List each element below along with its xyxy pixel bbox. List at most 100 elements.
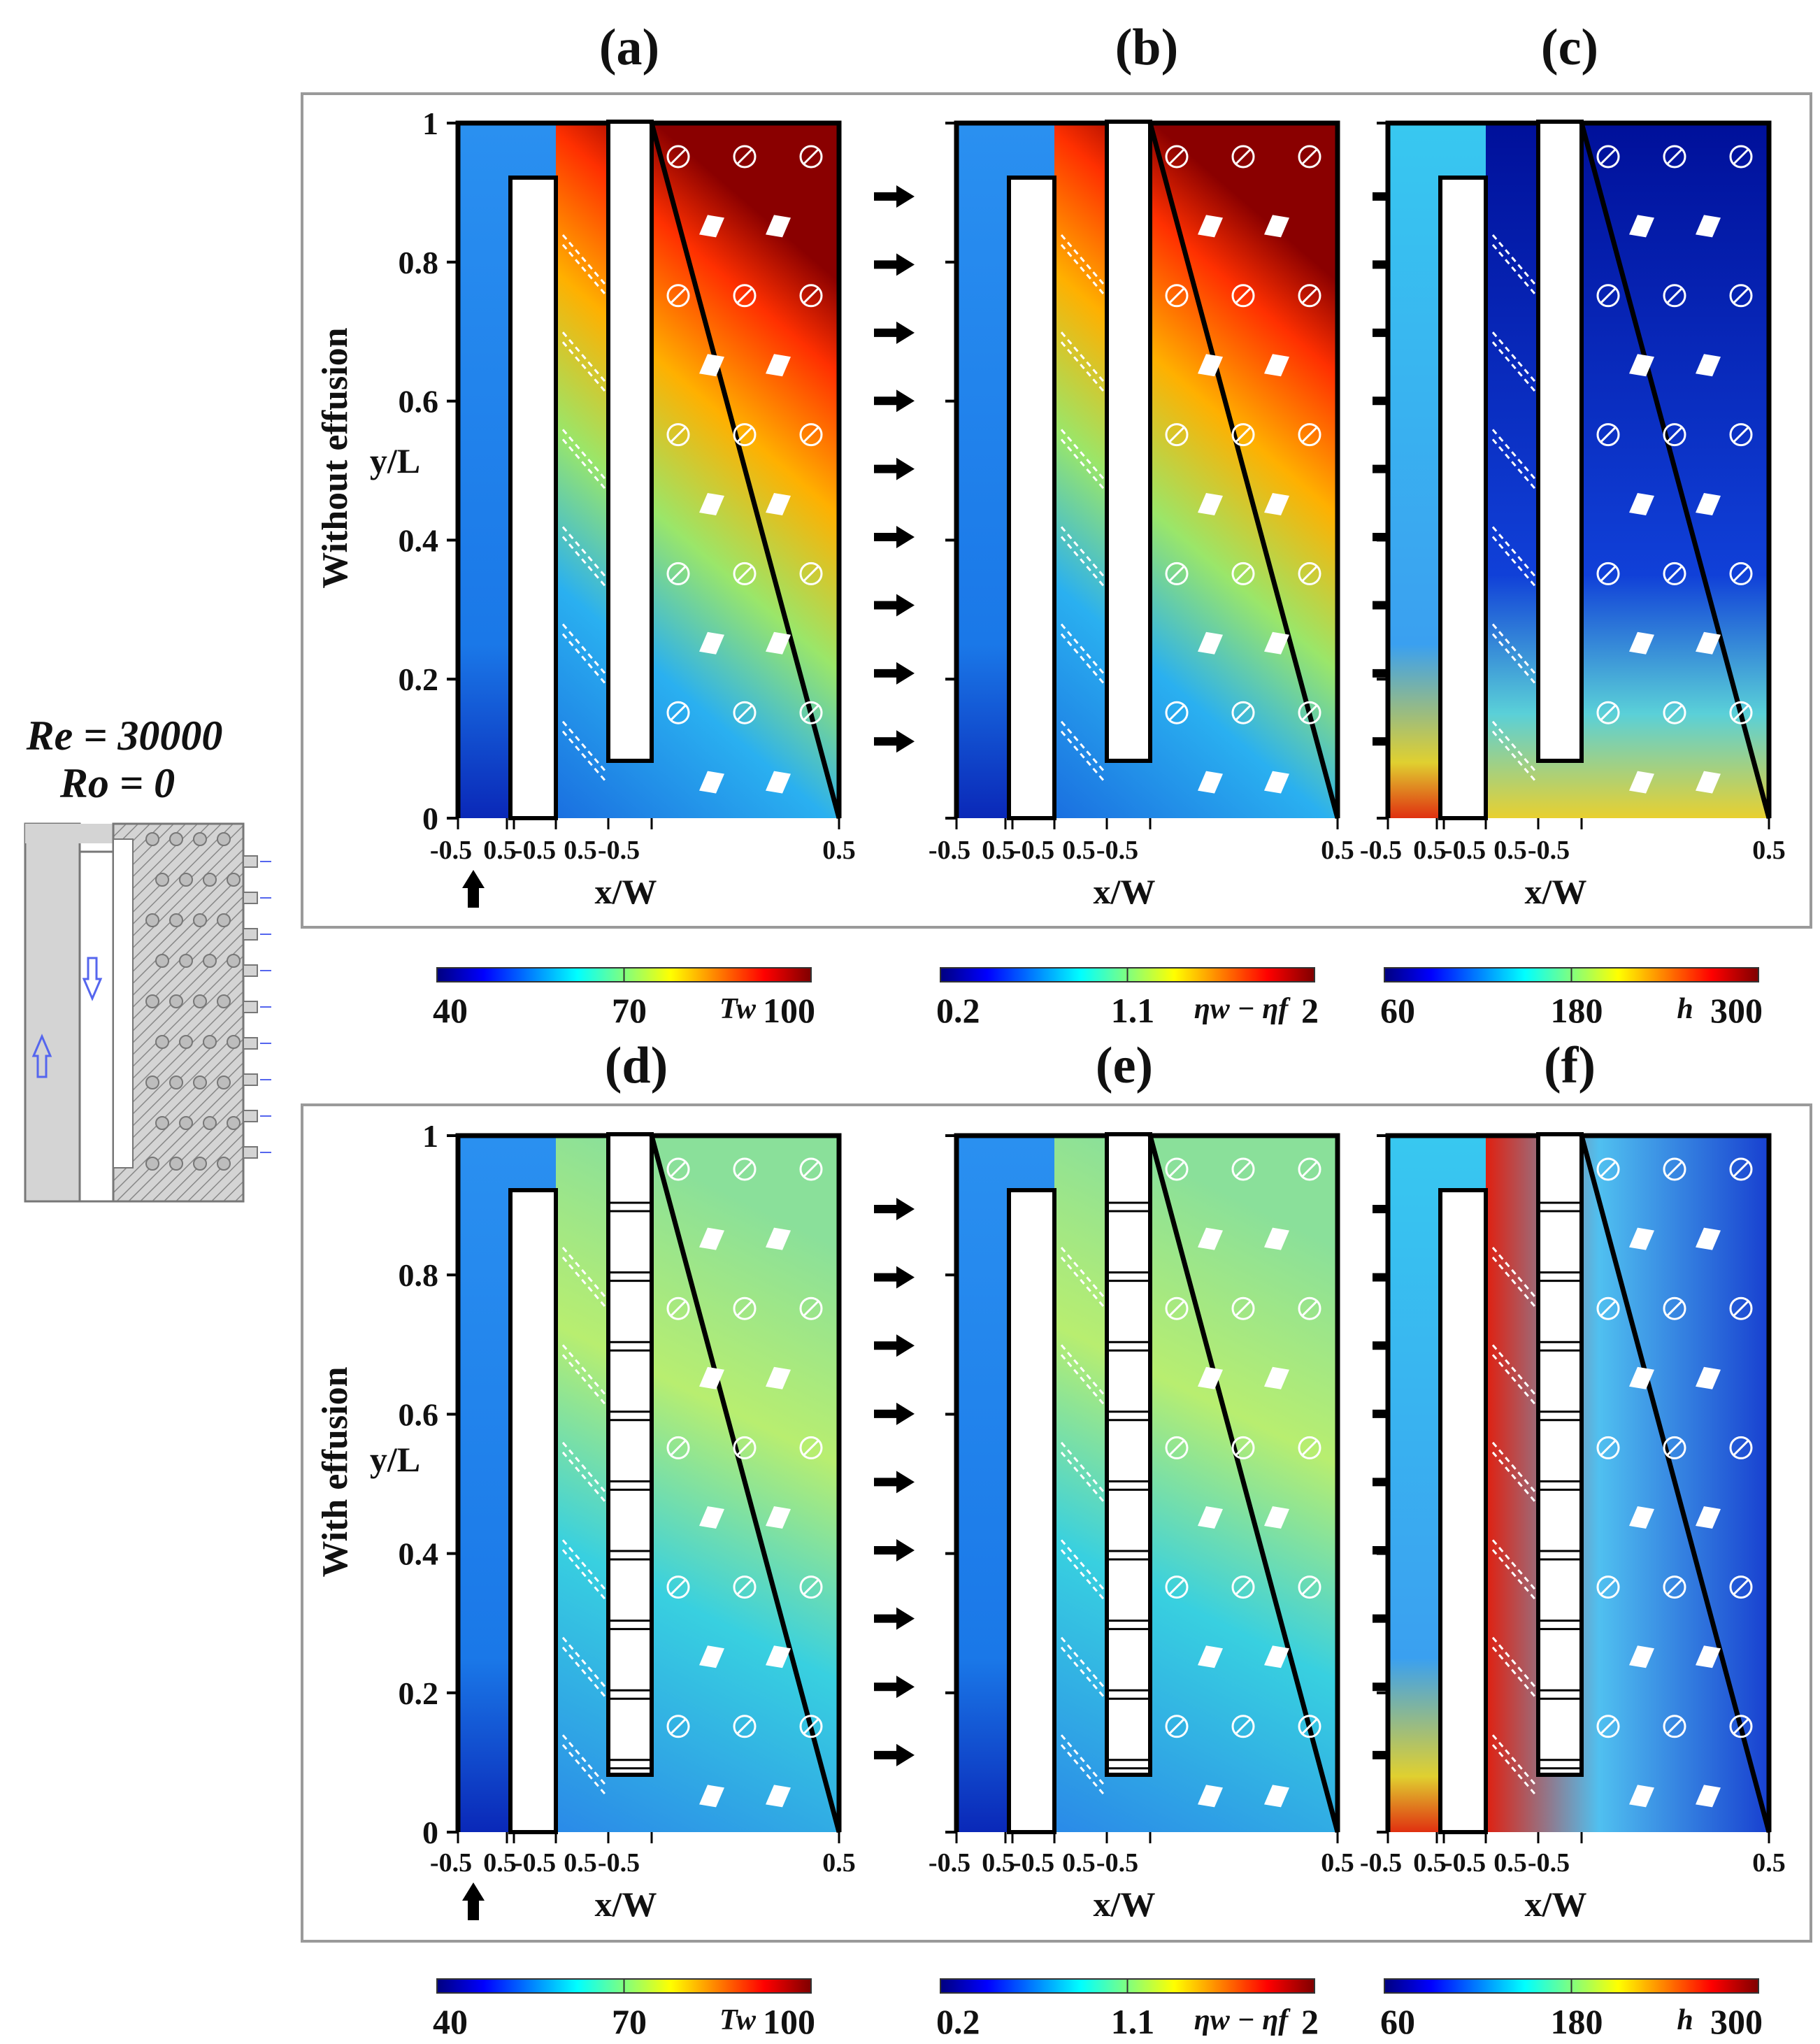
divider-wall bbox=[1007, 1188, 1056, 1834]
rib-line bbox=[1060, 536, 1105, 587]
pin-fin-icon bbox=[1168, 287, 1185, 303]
pin-fin bbox=[766, 215, 791, 238]
rib-line bbox=[1060, 429, 1105, 480]
pin-fin-icon bbox=[1301, 427, 1318, 443]
y-axis-label: y/L bbox=[370, 441, 420, 480]
schematic-pin bbox=[145, 1157, 159, 1171]
pin-fin-icon bbox=[1666, 148, 1683, 165]
schematic-pin bbox=[169, 832, 183, 846]
y-tick-label: 1 bbox=[422, 106, 438, 141]
pin-fin-icon bbox=[733, 423, 757, 447]
pin-fin-icon bbox=[1729, 1157, 1753, 1181]
colorbar-max: 300 bbox=[1710, 2002, 1763, 2041]
colorbar-eta: 0.2 1.1 ηw − ηf 2 bbox=[936, 967, 1319, 1030]
contour-field bbox=[1054, 1136, 1338, 1832]
row-frame-top bbox=[301, 92, 1812, 929]
divider-wall bbox=[1438, 176, 1488, 820]
x-tick-label: 0.5 bbox=[483, 1848, 517, 1878]
panel-title-e: (e) bbox=[1096, 1037, 1153, 1094]
rib-line bbox=[1060, 1646, 1105, 1697]
pin-fin-icon bbox=[1600, 1161, 1617, 1178]
pin-fin-icon bbox=[1600, 287, 1617, 303]
panel-title-f: (f) bbox=[1544, 1037, 1596, 1094]
pin-fin-icon bbox=[1663, 145, 1686, 169]
rib-line bbox=[561, 1646, 606, 1697]
pin-fin-icon bbox=[1165, 145, 1189, 169]
pin-fin-icon bbox=[1165, 701, 1189, 724]
colorbar-mid: 180 bbox=[1551, 2002, 1603, 2041]
pin-fin-icon bbox=[736, 1579, 753, 1595]
separator-slot bbox=[1105, 120, 1152, 763]
pin-fin bbox=[1696, 1506, 1721, 1529]
colorbar-symbol: Tw bbox=[719, 2004, 757, 2036]
pin-fin bbox=[766, 1506, 791, 1529]
rib-line bbox=[561, 720, 606, 771]
rotation-number: Ro = 0 bbox=[59, 760, 175, 806]
pin-fin bbox=[766, 1785, 791, 1808]
pin-fin-icon bbox=[1235, 1718, 1252, 1734]
rib-line bbox=[1491, 720, 1536, 771]
rib-line bbox=[1060, 234, 1105, 285]
pin-fin-icon bbox=[1298, 423, 1321, 447]
panel-title-d: (d) bbox=[605, 1037, 668, 1094]
rib-line bbox=[1491, 526, 1536, 577]
pin-fin-icon bbox=[1666, 1301, 1683, 1317]
x-axis-label: x/W bbox=[1094, 872, 1156, 911]
rib-line bbox=[1060, 1257, 1105, 1307]
pin-fin-icon bbox=[1729, 1436, 1753, 1459]
schematic-pin bbox=[179, 1035, 193, 1049]
schematic-pin bbox=[179, 954, 193, 968]
rib-line bbox=[561, 1354, 606, 1405]
schematic-pin bbox=[203, 954, 217, 968]
pin-fin-icon bbox=[799, 1436, 823, 1459]
pin-fin-icon bbox=[666, 284, 690, 308]
pin-fin-icon bbox=[670, 1579, 687, 1595]
rib-line bbox=[1060, 526, 1105, 577]
heatmap-panel-d: 00.20.40.60.81y/L-0.5 0.5-0.5 0.5 -0.5 0.5x/… bbox=[370, 1118, 915, 1924]
x-tick-label: -0.5 bbox=[514, 836, 556, 865]
schematic-pin bbox=[193, 1075, 207, 1089]
row-label-with-effusion: With effusion bbox=[315, 1366, 355, 1577]
schematic-outlet bbox=[243, 928, 258, 941]
pin-fin-icon bbox=[733, 1715, 757, 1738]
pin-fin bbox=[1198, 1785, 1223, 1808]
schematic-pin bbox=[227, 1035, 241, 1049]
x-axis-label: x/W bbox=[1525, 1885, 1587, 1924]
x-tick-label: 0.5 bbox=[1321, 1848, 1354, 1878]
outflow-arrow-icon bbox=[874, 1743, 915, 1766]
rib-line bbox=[561, 1247, 606, 1297]
pin-fin-icon bbox=[1301, 566, 1318, 582]
pin-fin-icon bbox=[1301, 1579, 1318, 1595]
rib-line bbox=[1491, 1734, 1536, 1785]
rib-line bbox=[561, 1441, 606, 1492]
x-tick-label: -0.5 bbox=[1096, 1848, 1138, 1878]
pin-fin-icon bbox=[1600, 427, 1617, 443]
x-tick-label: -0.5 bbox=[929, 836, 970, 865]
schematic-pin bbox=[145, 994, 159, 1008]
pin-fin-icon bbox=[803, 1301, 819, 1317]
schematic-pin bbox=[169, 913, 183, 927]
colorbar-mid: 70 bbox=[612, 2002, 647, 2041]
pin-fin bbox=[1264, 1366, 1289, 1389]
pin-fin-icon bbox=[803, 1161, 819, 1178]
pin-fin-icon bbox=[666, 1436, 690, 1459]
pin-fin-icon bbox=[666, 562, 690, 585]
pin-fin bbox=[1264, 1227, 1289, 1250]
pin-fin-icon bbox=[1600, 705, 1617, 721]
x-tick-label: 0.5 bbox=[1493, 836, 1527, 865]
outflow-arrow-icon bbox=[874, 1471, 915, 1494]
pin-fin-icon bbox=[666, 1715, 690, 1738]
pin-fin-icon bbox=[670, 1718, 687, 1734]
rib-line bbox=[1491, 1354, 1536, 1405]
rib-line bbox=[1060, 623, 1105, 674]
pin-fin-icon bbox=[670, 1301, 687, 1317]
pin-fin bbox=[766, 771, 791, 794]
rib-line bbox=[1060, 1744, 1105, 1795]
pin-fin bbox=[1629, 1366, 1654, 1389]
pin-fin-icon bbox=[736, 1161, 753, 1178]
pin-fin-icon bbox=[1733, 1579, 1749, 1595]
schematic-pin bbox=[179, 1116, 193, 1130]
colorbar-symbol: ηw − ηf bbox=[1194, 2004, 1291, 2036]
pin-fin-icon bbox=[803, 566, 819, 582]
pin-fin bbox=[1696, 215, 1721, 238]
